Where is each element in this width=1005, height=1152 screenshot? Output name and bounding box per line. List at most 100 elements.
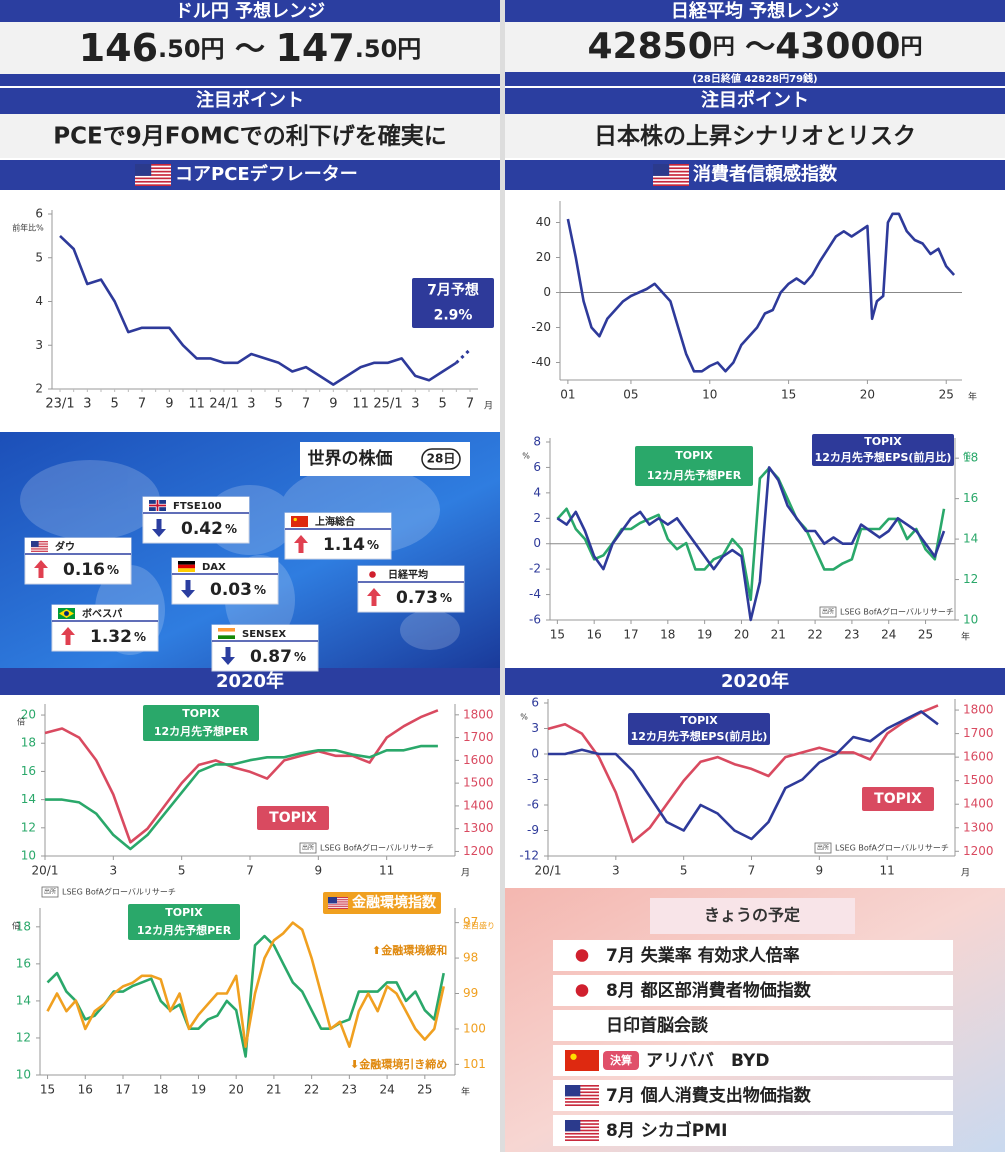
- y-tick-label: 16: [16, 956, 31, 970]
- y-unit: %: [522, 452, 530, 461]
- y-tick-label: -9: [527, 823, 539, 837]
- flag-part: [178, 568, 195, 572]
- x-tick-label: 01: [560, 388, 575, 402]
- x-tick-label: 20: [860, 388, 875, 402]
- change-value: 1.32: [90, 627, 132, 647]
- x-tick-label: 18: [153, 1083, 168, 1097]
- range-part: 円: [900, 35, 922, 60]
- schedule-text: 8月 シカゴPMI: [606, 1120, 727, 1141]
- x-tick-label: 23: [844, 628, 859, 642]
- annotation-text: 7月予想: [427, 282, 479, 299]
- x-tick-label: 9: [315, 864, 323, 878]
- direction-arrow: [367, 588, 381, 606]
- title-bar: [0, 0, 500, 22]
- annotation-text: 12カ月先予想EPS(前月比): [631, 729, 768, 743]
- y-tick-label: 4: [533, 485, 541, 499]
- y-tick-label: 14: [16, 993, 31, 1007]
- change-unit: %: [367, 538, 379, 552]
- range-box: [0, 22, 500, 74]
- market-name: FTSE100: [173, 501, 222, 512]
- y-tick-label: -3: [527, 772, 539, 786]
- x-tick-label: 20/1: [32, 864, 59, 878]
- annotation-box: [412, 278, 494, 328]
- x-tick-label: 17: [115, 1083, 130, 1097]
- flag-part: [31, 542, 48, 544]
- schedule-text: 日印首脳会談: [606, 1015, 709, 1036]
- y-tick-label: 18: [21, 736, 36, 750]
- annotation-text: ⬇金融環境引き締め: [350, 1057, 447, 1071]
- flag-part: [565, 1101, 599, 1103]
- x-tick-label: 11: [352, 397, 369, 412]
- direction-arrow: [61, 627, 75, 645]
- x-unit: 年: [968, 391, 977, 403]
- flag-part: [575, 984, 589, 997]
- header-title: ドル円 予想レンジ: [175, 0, 325, 22]
- flag-part: [31, 544, 48, 546]
- chart-label-bar: [0, 160, 500, 190]
- x-tick-label: 3: [110, 864, 118, 878]
- close-note: (28日終値 42828円79銭): [692, 72, 817, 85]
- title-bar: [505, 0, 1005, 22]
- y-tick-label: 20: [21, 708, 36, 722]
- y2-tick-label: 99: [463, 986, 478, 1000]
- change-value: 0.03: [210, 580, 252, 600]
- x-tick-label: 5: [439, 397, 447, 412]
- change-unit: %: [134, 630, 146, 644]
- flag-part: [135, 184, 171, 186]
- flag-part: [565, 1123, 599, 1125]
- annotation-text: 金融環境指数: [352, 894, 437, 911]
- point: PCEで9月FOMCでの利下げを確実に: [53, 123, 446, 150]
- badge: [603, 1051, 639, 1070]
- market-change: 0.87%: [250, 647, 306, 667]
- x-tick-label: 16: [78, 1083, 93, 1097]
- market-name-bar: [52, 605, 158, 621]
- x-tick-label: 25/1: [373, 397, 402, 412]
- y-tick-label: -4: [529, 587, 541, 601]
- annotation-text: 12カ月先予想PER: [647, 468, 742, 482]
- range-part: .50円: [158, 35, 225, 63]
- x-tick-label: 23: [342, 1083, 357, 1097]
- y-tick-label: 40: [536, 215, 551, 229]
- y2-tick-label: 14: [963, 532, 978, 546]
- range: 146.50円 ～ 147.50円: [79, 26, 422, 70]
- source-label: 出所: [817, 844, 829, 852]
- flag: [58, 608, 75, 619]
- flag-part: [31, 547, 48, 549]
- markets-date: 28日: [427, 452, 456, 466]
- flag-part: [31, 546, 48, 547]
- y2-tick-label: 10: [963, 613, 978, 627]
- y-tick-label: 18: [16, 919, 31, 933]
- y2-tick-label: 1700: [963, 726, 994, 740]
- point: 日本株の上昇シナリオとリスク: [594, 124, 916, 150]
- x-tick-label: 3: [83, 397, 91, 412]
- y-tick-label: 0: [543, 285, 551, 299]
- x-tick-label: 19: [697, 628, 712, 642]
- flag-part: [64, 611, 69, 616]
- market-name: SENSEX: [242, 629, 286, 640]
- direction-arrow: [152, 519, 166, 537]
- flag-part: [565, 1104, 599, 1106]
- flag-part: [565, 1132, 599, 1135]
- y2-tick-label: 101: [463, 1057, 486, 1071]
- x-unit: 年: [961, 631, 970, 643]
- schedule-row: [553, 1080, 953, 1111]
- y-tick-label: 0: [533, 536, 541, 550]
- series-line: [59, 234, 458, 386]
- flag-part: [135, 177, 171, 180]
- y-tick-label: -20: [531, 320, 551, 334]
- market-change: 0.03%: [210, 580, 266, 600]
- x-unit: 月: [961, 868, 970, 879]
- y-tick-label: 12: [16, 1030, 31, 1044]
- y2-tick-label: 1800: [463, 707, 494, 721]
- flag-part: [218, 628, 235, 632]
- annotation-text: TOPIX: [874, 791, 922, 807]
- flag: [565, 1050, 599, 1071]
- y-tick-label: 6: [533, 460, 541, 474]
- x-tick-label: 9: [329, 397, 337, 412]
- y-tick-label: 3: [35, 338, 43, 352]
- range-box: [505, 22, 1005, 72]
- flag: [565, 945, 599, 966]
- divider: [505, 72, 1005, 86]
- flag: [135, 164, 171, 186]
- market-change: 0.16%: [63, 560, 119, 580]
